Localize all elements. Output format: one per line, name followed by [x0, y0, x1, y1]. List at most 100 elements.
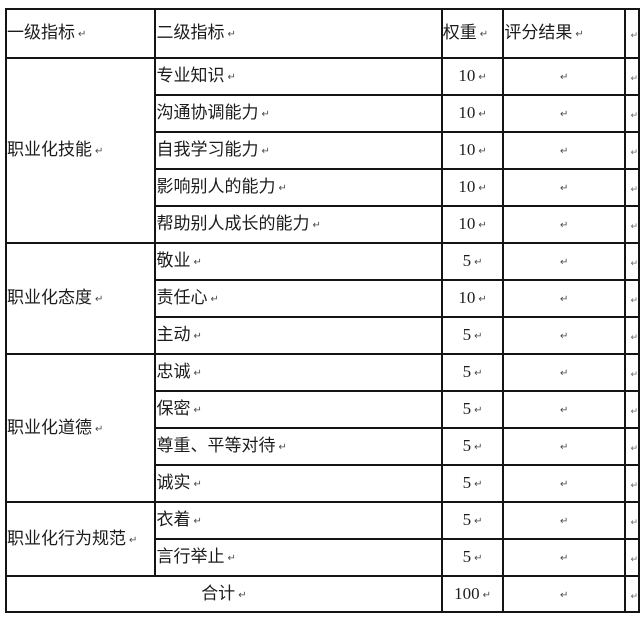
- category-cell-label: 职业化道德: [7, 417, 92, 437]
- paragraph-mark-icon: ↵: [95, 294, 104, 306]
- paragraph-mark-icon: ↵: [560, 516, 569, 528]
- indicator-cell-label: 敬业: [156, 251, 191, 271]
- row-end-marker-cell: ↵: [624, 168, 640, 207]
- category-cell: 职业化技能 ↵: [4, 57, 157, 244]
- row-end-marker-cell: ↵: [624, 57, 640, 96]
- weight-cell-label: 10: [458, 140, 476, 160]
- paragraph-mark-icon: ↵: [474, 553, 483, 565]
- row-end-marker-cell: ↵: [624, 131, 640, 170]
- paragraph-mark-icon: ↵: [261, 109, 270, 121]
- weight-cell: 5 ↵: [440, 538, 505, 577]
- score-cell[interactable]: ↵: [502, 464, 627, 503]
- table-row: 主动 ↵ 5 ↵ ↵ ↵: [6, 316, 640, 355]
- indicator-cell: 影响别人的能力 ↵: [154, 168, 443, 207]
- paragraph-mark-icon: ↵: [478, 109, 487, 121]
- score-cell[interactable]: ↵: [502, 168, 627, 207]
- weight-cell-label: 5: [462, 436, 472, 456]
- table-row: 保密 ↵ 5 ↵ ↵ ↵: [6, 390, 640, 429]
- indicator-cell: 主动 ↵: [154, 316, 443, 355]
- score-cell[interactable]: ↵: [502, 501, 627, 540]
- score-cell[interactable]: ↵: [502, 57, 627, 96]
- paragraph-mark-icon: ↵: [479, 29, 489, 41]
- row-end-mark-icon: ↵: [630, 444, 638, 455]
- indicator-cell-label: 沟通协调能力: [156, 103, 259, 123]
- table-row: 职业化技能 ↵ 专业知识 ↵ 10 ↵ ↵ ↵: [4, 57, 640, 244]
- indicator-cell: 敬业 ↵: [154, 242, 443, 281]
- evaluation-table: 一级指标 ↵ 二级指标 ↵ 权重 ↵ 评分结果 ↵ ↵ 职业化技能 ↵ 专业知识 ↵ 10 ↵ ↵ ↵ 沟通协调…: [4, 8, 640, 613]
- score-cell[interactable]: ↵: [502, 131, 627, 170]
- indicator-cell-label: 衣着: [156, 510, 191, 530]
- weight-cell-label: 5: [462, 399, 472, 419]
- paragraph-mark-icon: ↵: [478, 183, 487, 195]
- weight-cell-label: 10: [458, 177, 476, 197]
- paragraph-mark-icon: ↵: [95, 146, 104, 158]
- paragraph-mark-icon: ↵: [478, 72, 487, 84]
- indicator-cell: 衣着 ↵: [154, 501, 443, 540]
- row-end-mark-icon: ↵: [630, 31, 638, 42]
- table-row: 职业化态度 ↵ 敬业 ↵ 5 ↵ ↵ ↵: [4, 242, 640, 355]
- row-end-mark-icon: ↵: [630, 222, 638, 233]
- col-header-weight-label: 权重: [442, 23, 477, 43]
- paragraph-mark-icon: ↵: [312, 220, 321, 232]
- weight-cell: 10 ↵: [440, 94, 505, 133]
- paragraph-mark-icon: ↵: [482, 589, 491, 601]
- total-score-cell[interactable]: ↵: [502, 575, 627, 613]
- paragraph-mark-icon: ↵: [560, 257, 569, 269]
- indicator-cell-label: 忠诚: [156, 362, 191, 382]
- paragraph-mark-icon: ↵: [474, 368, 483, 380]
- indicator-cell: 忠诚 ↵: [154, 353, 443, 392]
- col-header-level1-indicator: 一级指标 ↵: [4, 8, 157, 59]
- paragraph-mark-icon: ↵: [560, 368, 569, 380]
- row-end-mark-icon: ↵: [630, 591, 638, 602]
- paragraph-mark-icon: ↵: [193, 331, 202, 343]
- paragraph-mark-icon: ↵: [95, 423, 104, 435]
- row-end-mark-icon: ↵: [630, 259, 638, 270]
- score-cell[interactable]: ↵: [502, 538, 627, 577]
- total-label-cell-label: 合计: [201, 583, 236, 603]
- row-end-marker-cell: ↵: [624, 575, 640, 613]
- total-weight-cell-label: 100: [454, 583, 480, 603]
- paragraph-mark-icon: ↵: [560, 553, 569, 565]
- weight-cell-label: 10: [458, 288, 476, 308]
- paragraph-mark-icon: ↵: [474, 331, 483, 343]
- score-cell[interactable]: ↵: [502, 427, 627, 466]
- row-end-marker-cell: ↵: [624, 427, 640, 466]
- score-cell[interactable]: ↵: [502, 205, 627, 244]
- row-end-marker-cell: ↵: [624, 353, 640, 392]
- row-end-marker-cell: ↵: [624, 501, 640, 540]
- score-cell[interactable]: ↵: [502, 94, 627, 133]
- paragraph-mark-icon: ↵: [478, 220, 487, 232]
- weight-cell: 10 ↵: [440, 57, 505, 96]
- row-end-marker-cell: ↵: [624, 390, 640, 429]
- score-cell[interactable]: ↵: [502, 316, 627, 355]
- paragraph-mark-icon: ↵: [474, 257, 483, 269]
- col-header-score-result: 评分结果 ↵: [502, 8, 627, 59]
- score-cell[interactable]: ↵: [502, 390, 627, 429]
- table-row: 言行举止 ↵ 5 ↵ ↵ ↵: [6, 538, 640, 577]
- paragraph-mark-icon: ↵: [560, 331, 569, 343]
- score-cell[interactable]: ↵: [502, 353, 627, 392]
- row-end-mark-icon: ↵: [630, 111, 638, 122]
- category-cell-label: 职业化行为规范: [7, 528, 126, 548]
- indicator-cell: 言行举止 ↵: [154, 538, 443, 577]
- indicator-cell: 责任心 ↵: [154, 279, 443, 318]
- paragraph-mark-icon: ↵: [560, 479, 569, 491]
- paragraph-mark-icon: ↵: [193, 479, 202, 491]
- row-end-marker-cell: ↵: [624, 538, 640, 577]
- weight-cell: 5 ↵: [440, 353, 505, 392]
- table-row: 责任心 ↵ 10 ↵ ↵ ↵: [6, 279, 640, 318]
- score-cell[interactable]: ↵: [502, 242, 627, 281]
- row-end-marker-cell: ↵: [624, 205, 640, 244]
- weight-cell-label: 5: [462, 362, 472, 382]
- paragraph-mark-icon: ↵: [227, 553, 236, 565]
- row-end-marker-cell: ↵: [624, 279, 640, 318]
- score-cell[interactable]: ↵: [502, 279, 627, 318]
- paragraph-mark-icon: ↵: [261, 146, 270, 158]
- table-header: 一级指标 ↵ 二级指标 ↵ 权重 ↵ 评分结果 ↵ ↵: [4, 8, 640, 59]
- table-row: 自我学习能力 ↵ 10 ↵ ↵ ↵: [6, 131, 640, 170]
- indicator-cell: 帮助别人成长的能力 ↵: [154, 205, 443, 244]
- row-end-mark-icon: ↵: [630, 481, 638, 492]
- category-cell: 职业化道德 ↵: [4, 353, 157, 503]
- paragraph-mark-icon: ↵: [227, 72, 236, 84]
